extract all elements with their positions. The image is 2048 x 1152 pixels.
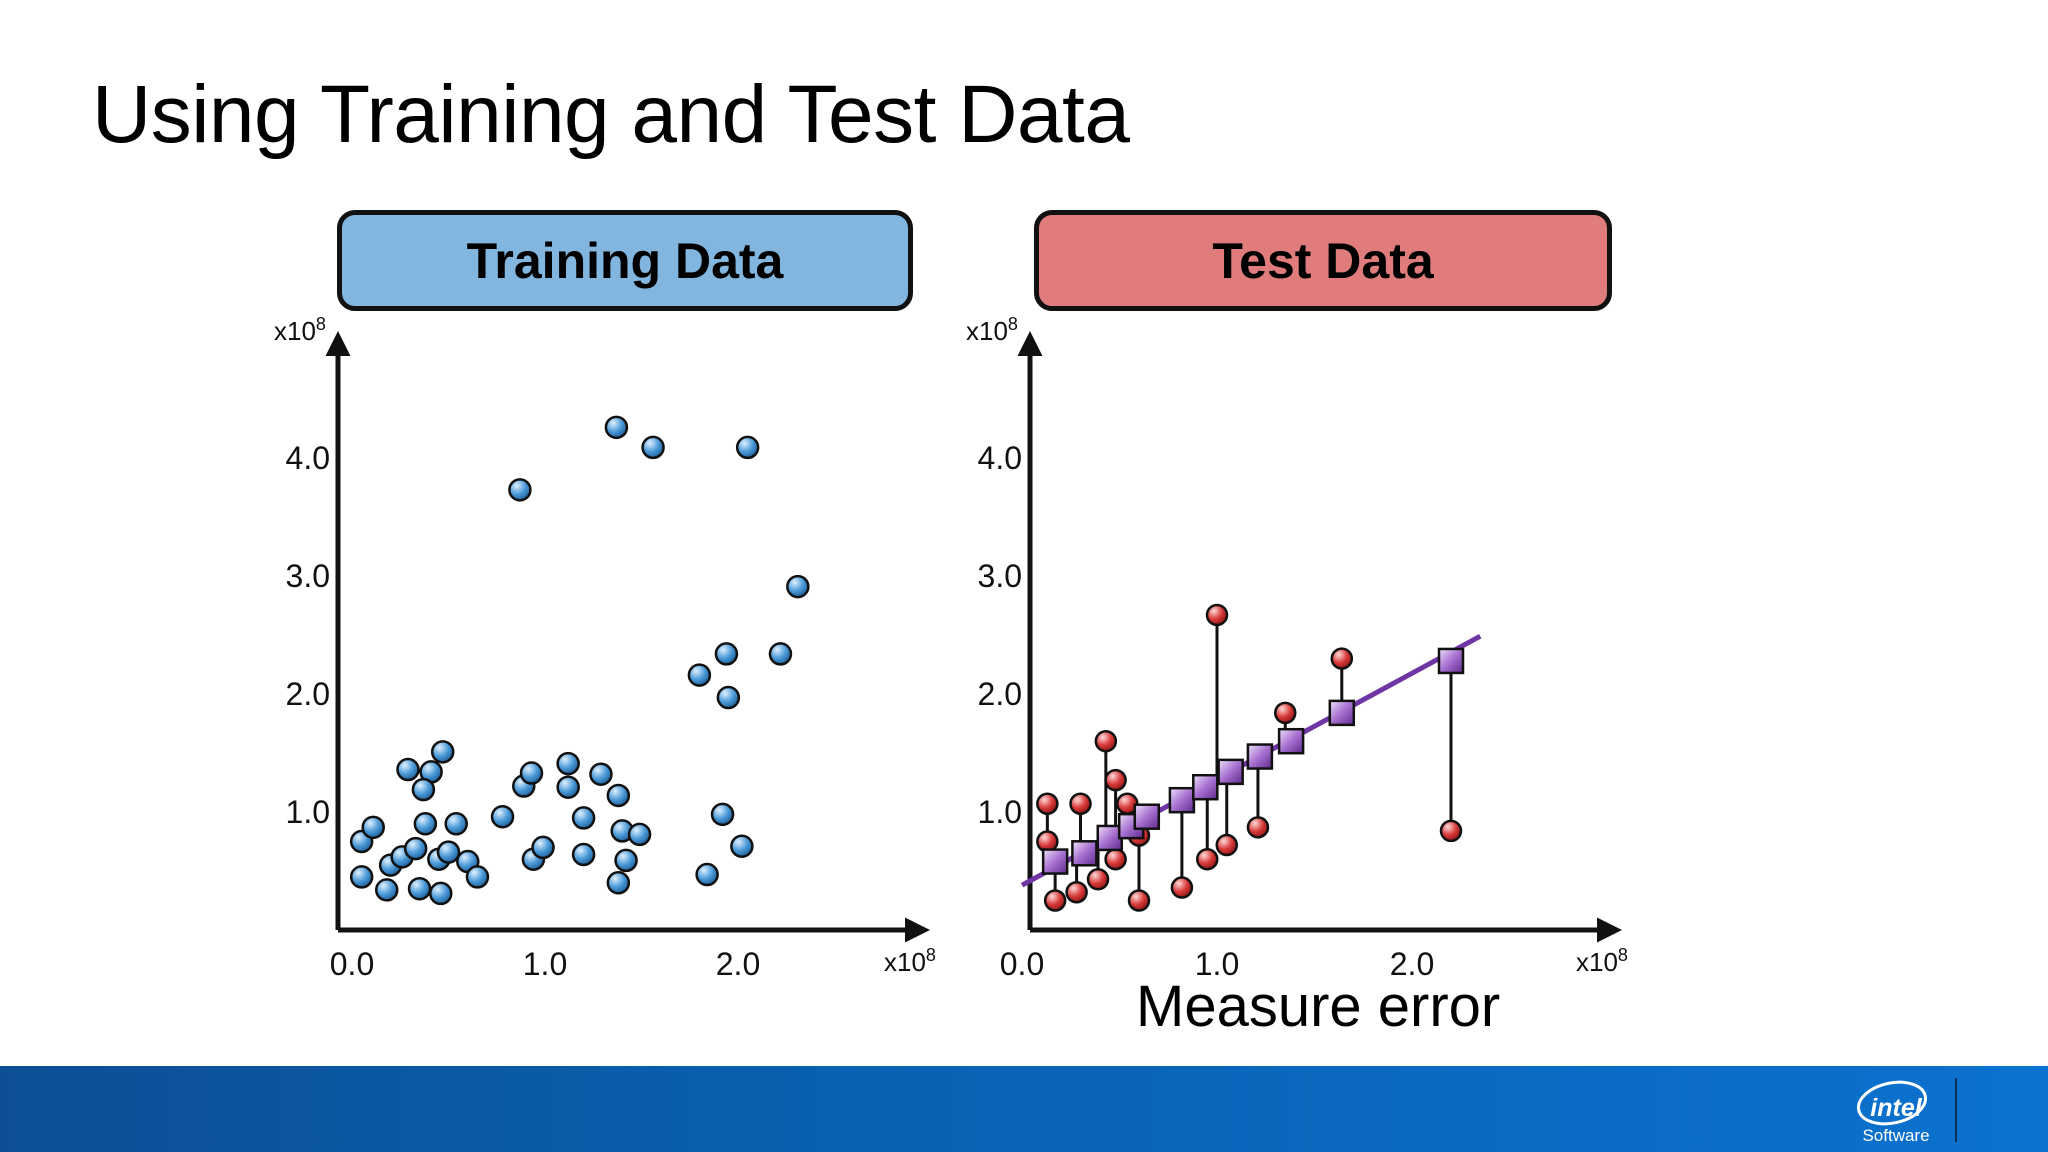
- training-y-tick-label: 1.0: [286, 794, 330, 830]
- training-x-exponent-power: 8: [926, 945, 936, 965]
- training-point: [614, 848, 638, 873]
- training-point: [411, 777, 436, 802]
- test-actual-point: [1274, 701, 1297, 725]
- test-actual-point: [1086, 868, 1110, 891]
- training-y-exponent-label: x108: [274, 314, 326, 346]
- test-predicted-marker: [1217, 758, 1244, 786]
- training-point: [413, 812, 438, 836]
- training-point: [627, 822, 652, 847]
- test-x-tick-label: 2.0: [1390, 946, 1434, 982]
- training-point: [490, 804, 515, 829]
- footer-bar: [0, 1066, 2048, 1152]
- training-point: [349, 865, 374, 889]
- training-point: [556, 775, 580, 799]
- training-point: [465, 865, 490, 889]
- logo-software: Software: [1862, 1126, 1930, 1145]
- training-y-tick-label: 2.0: [286, 676, 330, 712]
- training-point: [604, 415, 629, 440]
- training-point: [589, 762, 613, 786]
- test-y-tick-label: 2.0: [978, 676, 1022, 712]
- training-x-tick-label: 0.0: [330, 946, 374, 982]
- training-point: [606, 871, 631, 895]
- training-x-tick-label: 1.0: [523, 946, 567, 982]
- training-y-exponent-power: 8: [316, 314, 326, 334]
- training-point: [508, 478, 532, 502]
- training-point: [687, 663, 712, 687]
- training-point: [403, 836, 428, 861]
- training-point: [531, 835, 555, 860]
- test-y-tick-label: 4.0: [978, 440, 1022, 476]
- test-actual-point: [1215, 833, 1238, 857]
- training-point: [436, 840, 461, 864]
- training-point: [710, 802, 735, 827]
- training-point: [407, 876, 432, 901]
- training-point: [429, 881, 453, 906]
- logo-wordmark: intel: [1870, 1094, 1922, 1122]
- test-predicted-marker: [1246, 743, 1274, 770]
- test-actual-point: [1094, 729, 1118, 753]
- training-point: [361, 815, 385, 840]
- training-point: [695, 862, 719, 887]
- test-actual-point: [1104, 768, 1127, 792]
- test-actual-point: [1170, 876, 1194, 899]
- test-x-exponent-label: x108: [1576, 945, 1628, 977]
- test-actual-point: [1196, 847, 1219, 871]
- training-point: [641, 435, 665, 460]
- training-point: [606, 783, 631, 808]
- training-y-tick-label: 4.0: [286, 440, 330, 476]
- test-y-exponent-power: 8: [1008, 314, 1018, 334]
- test-predicted-marker: [1168, 786, 1196, 814]
- test-predicted-marker: [1277, 727, 1305, 755]
- training-point: [735, 435, 760, 460]
- training-point: [768, 642, 793, 666]
- training-point: [786, 574, 810, 599]
- intel-logo-icon: [1856, 1080, 1928, 1126]
- charts-canvas: 0.0 1.0 2.0 1.0 2.0 3.0 4.0 x108 x108 0.0 1.0 2.0 1…: [274, 314, 1628, 982]
- test-actual-point: [1036, 792, 1059, 815]
- test-y-exponent-label: x108: [966, 314, 1018, 346]
- training-point: [714, 642, 739, 666]
- test-actual-point: [1127, 889, 1151, 912]
- slide-title: Using Training and Test Data: [92, 69, 1130, 160]
- training-point: [716, 685, 741, 710]
- test-predicted-marker: [1133, 803, 1161, 830]
- training-point: [444, 812, 468, 836]
- test-actual-point: [1439, 819, 1463, 843]
- training-point: [374, 878, 399, 902]
- test-y-tick-label: 1.0: [978, 794, 1022, 830]
- training-y-tick-label: 3.0: [286, 558, 330, 594]
- training-point: [396, 757, 420, 782]
- test-actual-point: [1104, 847, 1127, 871]
- training-point: [730, 834, 754, 858]
- training-x-tick-label: 2.0: [716, 946, 760, 982]
- test-actual-point: [1205, 603, 1229, 627]
- test-predicted-marker: [1041, 848, 1069, 875]
- logo-divider: [1955, 1078, 1957, 1142]
- test-actual-point: [1069, 792, 1092, 815]
- training-data-header: Training Data: [337, 210, 913, 311]
- test-y-tick-label: 3.0: [978, 558, 1022, 594]
- training-point: [571, 806, 596, 830]
- training-point: [571, 842, 596, 867]
- test-predicted-marker: [1328, 699, 1356, 727]
- measure-error-label: Measure error: [1136, 974, 1501, 1039]
- training-point: [430, 740, 455, 764]
- test-predicted-marker: [1437, 647, 1465, 675]
- test-x-exponent-power: 8: [1618, 945, 1628, 965]
- test-actual-point: [1065, 880, 1088, 904]
- test-predicted-marker: [1071, 840, 1098, 867]
- test-data-header: Test Data: [1034, 210, 1612, 311]
- test-predicted-marker: [1192, 773, 1219, 801]
- training-point: [519, 761, 544, 785]
- training-point: [556, 751, 580, 776]
- test-actual-point: [1246, 816, 1270, 839]
- test-x-tick-label: 0.0: [1000, 946, 1044, 982]
- training-x-exponent-label: x108: [884, 945, 936, 977]
- test-x-tick-label: 1.0: [1195, 946, 1239, 982]
- test-actual-point: [1043, 889, 1067, 912]
- test-actual-point: [1330, 647, 1354, 670]
